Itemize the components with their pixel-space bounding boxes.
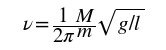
Text: $\nu = \dfrac{1}{2\pi}\dfrac{M}{m}\sqrt{g/l}$: $\nu = \dfrac{1}{2\pi}\dfrac{M}{m}\sqrt{… bbox=[22, 5, 144, 45]
